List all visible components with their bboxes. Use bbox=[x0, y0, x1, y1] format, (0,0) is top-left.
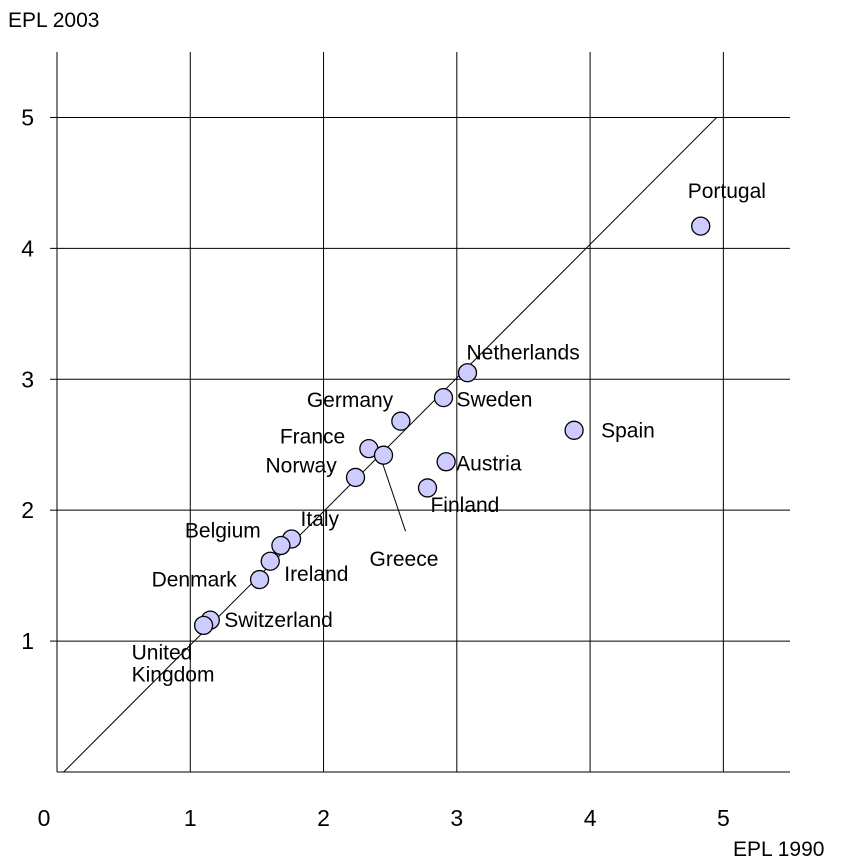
point-germany bbox=[391, 411, 411, 431]
point-sweden bbox=[433, 387, 454, 408]
y-tick-label: 3 bbox=[21, 366, 34, 392]
reference-45-degree-line bbox=[63, 117, 718, 773]
grid-lines bbox=[57, 52, 790, 772]
point-belgium bbox=[271, 535, 291, 556]
point-united-kingdom bbox=[193, 615, 214, 636]
label-leader-lines bbox=[382, 463, 406, 532]
point-label-italy: Italy bbox=[301, 508, 340, 531]
point-ireland bbox=[260, 551, 280, 571]
x-tick-label: 5 bbox=[717, 805, 730, 831]
point-label-ireland: Ireland bbox=[284, 563, 348, 586]
point-labels: Portugal Netherlands Sweden Spain Germany Fra… bbox=[132, 180, 766, 686]
y-tick-label: 2 bbox=[21, 497, 34, 523]
point-label-germany: Germany bbox=[307, 389, 394, 412]
point-label-norway: Norway bbox=[266, 454, 338, 477]
point-netherlands bbox=[457, 363, 478, 383]
y-tick-label: 1 bbox=[21, 628, 34, 654]
point-label-united-kingdom: Kingdom bbox=[132, 663, 215, 686]
y-axis-title: EPL 2003 bbox=[8, 9, 99, 32]
x-tick-label: 4 bbox=[584, 805, 597, 831]
point-denmark bbox=[249, 569, 270, 590]
y-tick-label: 5 bbox=[21, 104, 34, 130]
point-norway bbox=[345, 467, 366, 488]
x-tick-label: 1 bbox=[184, 805, 197, 831]
point-label-austria: Austria bbox=[456, 453, 522, 476]
data-points bbox=[193, 216, 711, 636]
point-austria bbox=[436, 452, 456, 472]
point-greece bbox=[373, 445, 394, 465]
point-spain bbox=[564, 420, 584, 440]
point-label-switzerland: Switzerland bbox=[224, 609, 333, 632]
point-portugal bbox=[691, 216, 711, 236]
point-finland bbox=[417, 478, 438, 498]
point-label-portugal: Portugal bbox=[688, 180, 766, 203]
point-label-greece: Greece bbox=[370, 548, 439, 571]
x-tick-label: 3 bbox=[450, 805, 463, 831]
leader-line-greece bbox=[382, 463, 406, 532]
point-label-belgium: Belgium bbox=[185, 520, 261, 543]
x-axis-title: EPL 1990 bbox=[733, 838, 824, 861]
tick-labels: 0 1 2 3 4 5 1 2 3 4 5 bbox=[21, 104, 730, 831]
point-label-denmark: Denmark bbox=[152, 569, 238, 592]
point-label-sweden: Sweden bbox=[456, 389, 532, 412]
y-tick-label: 4 bbox=[21, 235, 34, 261]
point-label-spain: Spain bbox=[601, 419, 655, 442]
x-tick-label: 2 bbox=[317, 805, 330, 831]
point-label-netherlands: Netherlands bbox=[466, 342, 579, 365]
point-label-finland: Finland bbox=[430, 494, 499, 517]
point-label-united-kingdom: United bbox=[132, 641, 193, 664]
x-tick-label: 0 bbox=[38, 805, 51, 831]
axes bbox=[50, 52, 790, 773]
point-label-france: France bbox=[280, 426, 345, 449]
